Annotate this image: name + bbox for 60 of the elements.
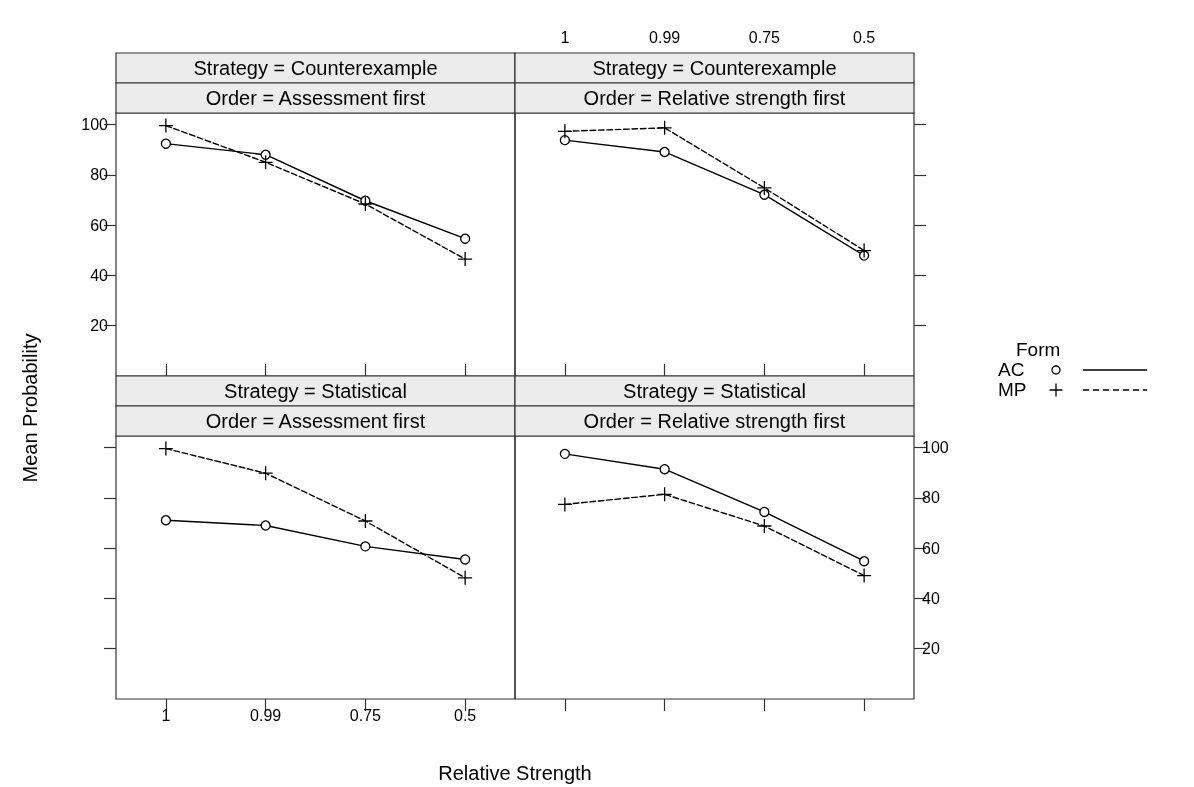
y-tick-label: 20	[90, 317, 109, 335]
x-tick-label: 1	[560, 28, 570, 46]
y-tick-label: 100	[922, 439, 949, 457]
x-tick-label: 0.99	[250, 706, 282, 724]
point	[759, 506, 770, 518]
chart-subtitle: Order = Assessment first	[205, 410, 426, 432]
point	[457, 251, 473, 267]
x-tick-label: 0.5	[454, 706, 477, 724]
point	[759, 189, 770, 200]
point	[257, 465, 274, 481]
y-tick-label: 100	[81, 116, 109, 134]
point	[158, 440, 174, 457]
point	[856, 242, 872, 259]
chart-title: Strategy = Statistical	[623, 380, 806, 402]
legend-label: AC	[998, 359, 1026, 380]
point	[257, 154, 274, 170]
y-tick-label: 80	[922, 489, 940, 507]
point	[756, 180, 773, 196]
point	[459, 554, 471, 565]
x-tick-label: 0.99	[649, 28, 681, 46]
point	[656, 120, 673, 136]
y-tick-label: 40	[922, 589, 940, 607]
chart-subtitle: Order = Assessment first	[205, 87, 426, 109]
y-tick-label: 60	[922, 539, 940, 557]
legend-label: MP	[998, 379, 1028, 400]
point	[260, 520, 271, 531]
point	[656, 486, 673, 502]
chart-subtitle: Order = Relative strength first	[583, 410, 846, 432]
y-axis-title: Mean Probability	[18, 333, 42, 483]
chart-title: Strategy = Statistical	[224, 380, 407, 402]
chart-subtitle: Order = Relative strength first	[583, 87, 846, 109]
x-axis-title: Relative Strength	[438, 761, 592, 785]
point	[557, 496, 573, 513]
chart-title: Strategy = Counterexample	[592, 57, 837, 79]
point	[160, 515, 172, 526]
point	[160, 138, 172, 149]
y-tick-label: 60	[90, 216, 109, 234]
point	[357, 513, 374, 529]
point	[756, 518, 773, 534]
point	[559, 448, 571, 459]
x-tick-label: 0.5	[853, 28, 876, 46]
point	[559, 135, 571, 146]
legend-title: Form	[1015, 339, 1062, 360]
point	[858, 556, 870, 567]
point	[659, 146, 670, 158]
x-tick-label: 1	[161, 706, 171, 724]
point	[659, 464, 670, 475]
point	[856, 567, 872, 584]
point	[360, 541, 371, 552]
x-tick-label: 0.75	[748, 28, 781, 46]
point	[459, 233, 471, 244]
point	[357, 196, 374, 212]
y-tick-label: 80	[90, 166, 109, 184]
x-tick-label: 0.75	[349, 706, 382, 724]
y-tick-label: 40	[90, 266, 109, 284]
point	[557, 123, 573, 139]
point	[457, 570, 473, 586]
y-tick-label: 20	[922, 640, 940, 658]
point	[158, 117, 174, 134]
chart-title: Strategy = Counterexample	[193, 57, 438, 79]
